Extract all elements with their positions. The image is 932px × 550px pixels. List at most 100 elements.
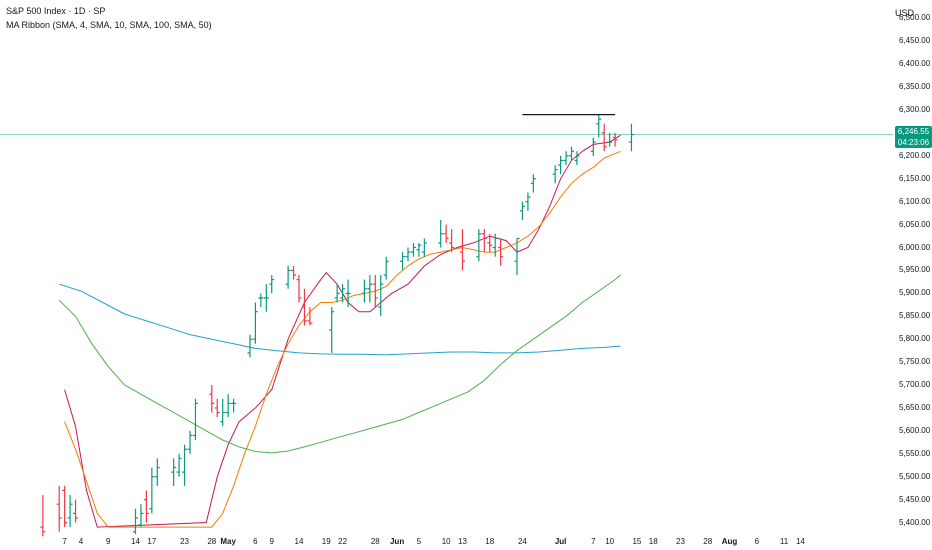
ohlc-bar[interactable] bbox=[252, 302, 258, 344]
date-tick-label: 23 bbox=[180, 537, 189, 546]
ohlc-bar[interactable] bbox=[187, 430, 193, 454]
indicator-legend[interactable]: MA Ribbon (SMA, 4, SMA, 10, SMA, 100, SM… bbox=[6, 20, 212, 30]
ohlc-bar[interactable] bbox=[400, 252, 406, 271]
date-tick-label: 9 bbox=[106, 537, 111, 546]
moving-average-lines bbox=[58, 134, 621, 528]
ohlc-bar[interactable] bbox=[563, 151, 569, 166]
ohlc-bar[interactable] bbox=[345, 279, 351, 308]
price-axis[interactable]: USD 6,500.00 6,450.00 6,400.00 6,350.00 6,30… bbox=[893, 0, 932, 535]
ohlc-bar[interactable] bbox=[296, 275, 302, 303]
ohlc-bar[interactable] bbox=[220, 398, 226, 427]
ohlc-bar[interactable] bbox=[569, 146, 574, 161]
ohlc-bar[interactable] bbox=[530, 174, 536, 193]
ohlc-bar[interactable] bbox=[285, 265, 291, 289]
ohlc-bar[interactable] bbox=[607, 132, 613, 147]
ohlc-bar[interactable] bbox=[552, 165, 558, 184]
ohlc-bar[interactable] bbox=[438, 220, 444, 248]
date-tick-label: 14 bbox=[795, 537, 805, 546]
ohlc-bar[interactable] bbox=[596, 114, 602, 138]
date-tick-label: 10 bbox=[605, 537, 615, 546]
ohlc-bar[interactable] bbox=[378, 275, 384, 317]
ohlc-bar[interactable] bbox=[449, 229, 455, 253]
ohlc-bar[interactable] bbox=[154, 458, 160, 486]
ohlc-bar[interactable] bbox=[171, 458, 177, 486]
ohlc-bar[interactable] bbox=[138, 504, 144, 528]
ohlc-bar[interactable] bbox=[612, 132, 618, 147]
date-tick-label: 10 bbox=[441, 537, 451, 546]
ohlc-bar[interactable] bbox=[481, 229, 487, 253]
ohlc-bar[interactable] bbox=[149, 467, 155, 514]
ohlc-bar[interactable] bbox=[214, 398, 220, 418]
ohlc-bar[interactable] bbox=[558, 155, 564, 175]
ohlc-bar[interactable] bbox=[525, 192, 531, 211]
ohlc-bar[interactable] bbox=[498, 238, 504, 266]
ma-line-sma-50[interactable] bbox=[58, 274, 621, 454]
ohlc-bar[interactable] bbox=[383, 256, 389, 280]
ohlc-bar[interactable] bbox=[247, 334, 253, 358]
ma-line-sma-4[interactable] bbox=[64, 134, 621, 528]
ohlc-bar[interactable] bbox=[225, 394, 231, 418]
date-tick-label: 28 bbox=[370, 537, 380, 546]
date-tick-label: 4 bbox=[78, 537, 84, 546]
ohlc-bar[interactable] bbox=[62, 485, 68, 528]
ohlc-bar[interactable] bbox=[574, 151, 580, 166]
ohlc-bar[interactable] bbox=[133, 508, 138, 534]
ohlc-bar[interactable] bbox=[340, 284, 346, 303]
date-tick-label: May bbox=[220, 537, 236, 546]
ohlc-bar[interactable] bbox=[590, 137, 596, 156]
ohlc-bar[interactable] bbox=[176, 453, 182, 477]
date-axis[interactable]: 7 4 9 14 17 23 28 May 6 9 14 19 22 28 Jun 5 10 13 18 24 Jul 7… bbox=[0, 534, 893, 550]
ohlc-bar[interactable] bbox=[514, 237, 520, 276]
date-tick-label: 18 bbox=[648, 537, 658, 546]
date-tick-label: 24 bbox=[517, 537, 527, 546]
ohlc-bar[interactable] bbox=[361, 279, 367, 303]
date-tick-label: Jul bbox=[554, 537, 567, 546]
ohlc-bar[interactable] bbox=[334, 284, 340, 303]
currency-label: USD bbox=[894, 8, 914, 18]
price-tick-label: 5,900.00 bbox=[899, 288, 931, 298]
ohlc-bar[interactable] bbox=[143, 490, 149, 523]
date-tick-label: 6 bbox=[754, 537, 760, 546]
ohlc-bar[interactable] bbox=[231, 398, 237, 413]
ohlc-bar[interactable] bbox=[487, 233, 493, 253]
ma-line-sma-10[interactable] bbox=[64, 150, 621, 528]
ohlc-bar[interactable] bbox=[263, 284, 269, 312]
price-tick-label: 5,750.00 bbox=[899, 357, 931, 367]
ohlc-bar[interactable] bbox=[628, 123, 634, 152]
ohlc-bar[interactable] bbox=[405, 247, 411, 262]
ohlc-bar[interactable] bbox=[476, 229, 482, 262]
date-tick-label: 15 bbox=[632, 537, 642, 546]
ohlc-bar[interactable] bbox=[307, 307, 313, 326]
date-tick-label: 19 bbox=[321, 537, 331, 546]
date-tick-label: 5 bbox=[416, 537, 422, 546]
ohlc-bar[interactable] bbox=[601, 123, 607, 152]
ohlc-bar[interactable] bbox=[73, 499, 79, 523]
ohlc-bar[interactable] bbox=[209, 385, 215, 413]
price-tick-label: 6,350.00 bbox=[899, 82, 931, 92]
ohlc-bar[interactable] bbox=[269, 275, 275, 294]
ohlc-bar[interactable] bbox=[519, 201, 525, 221]
ohlc-bar[interactable] bbox=[192, 398, 198, 441]
ohlc-bar[interactable] bbox=[56, 485, 62, 532]
ohlc-bar[interactable] bbox=[301, 288, 307, 326]
ohlc-bar[interactable] bbox=[492, 233, 498, 257]
ohlc-bar[interactable] bbox=[372, 275, 378, 308]
ohlc-bar[interactable] bbox=[258, 293, 264, 308]
ohlc-bar[interactable] bbox=[421, 238, 427, 257]
ohlc-bar[interactable] bbox=[460, 229, 465, 271]
date-tick-label: 23 bbox=[676, 537, 685, 546]
price-tick-label: 5,950.00 bbox=[899, 265, 931, 275]
ohlc-bar[interactable] bbox=[182, 444, 188, 486]
price-tick-label: 5,650.00 bbox=[899, 402, 931, 412]
ohlc-bar[interactable] bbox=[367, 275, 373, 303]
price-tick-label: 5,850.00 bbox=[899, 311, 931, 321]
ohlc-bar[interactable] bbox=[410, 242, 416, 257]
ohlc-bar[interactable] bbox=[416, 242, 422, 257]
ohlc-bar[interactable] bbox=[40, 495, 46, 537]
ohlc-bar[interactable] bbox=[329, 307, 335, 353]
ma-line-sma-100[interactable] bbox=[59, 283, 621, 356]
ohlc-bar[interactable] bbox=[67, 495, 73, 528]
ohlc-bar[interactable] bbox=[443, 224, 449, 243]
ohlc-bar[interactable] bbox=[291, 265, 297, 280]
